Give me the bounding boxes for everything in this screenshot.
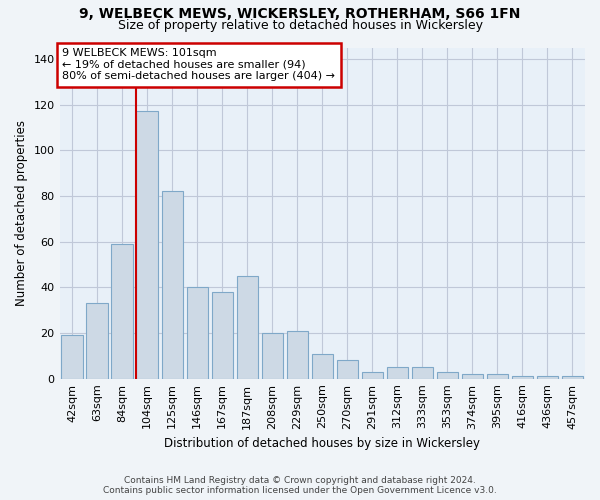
Bar	[287, 330, 308, 378]
Bar	[337, 360, 358, 378]
Bar	[161, 192, 183, 378]
Text: Contains HM Land Registry data © Crown copyright and database right 2024.
Contai: Contains HM Land Registry data © Crown c…	[103, 476, 497, 495]
Y-axis label: Number of detached properties: Number of detached properties	[15, 120, 28, 306]
Bar	[487, 374, 508, 378]
Bar	[437, 372, 458, 378]
Bar	[462, 374, 483, 378]
Bar	[212, 292, 233, 378]
Bar	[311, 354, 333, 378]
Bar	[187, 288, 208, 378]
X-axis label: Distribution of detached houses by size in Wickersley: Distribution of detached houses by size …	[164, 437, 480, 450]
Bar	[86, 304, 108, 378]
Text: 9, WELBECK MEWS, WICKERSLEY, ROTHERHAM, S66 1FN: 9, WELBECK MEWS, WICKERSLEY, ROTHERHAM, …	[79, 8, 521, 22]
Bar	[236, 276, 258, 378]
Text: Size of property relative to detached houses in Wickersley: Size of property relative to detached ho…	[118, 19, 482, 32]
Bar	[537, 376, 558, 378]
Bar	[362, 372, 383, 378]
Bar	[136, 112, 158, 378]
Bar	[412, 368, 433, 378]
Bar	[387, 368, 408, 378]
Bar	[562, 376, 583, 378]
Bar	[61, 336, 83, 378]
Text: 9 WELBECK MEWS: 101sqm
← 19% of detached houses are smaller (94)
80% of semi-det: 9 WELBECK MEWS: 101sqm ← 19% of detached…	[62, 48, 335, 82]
Bar	[112, 244, 133, 378]
Bar	[512, 376, 533, 378]
Bar	[262, 333, 283, 378]
